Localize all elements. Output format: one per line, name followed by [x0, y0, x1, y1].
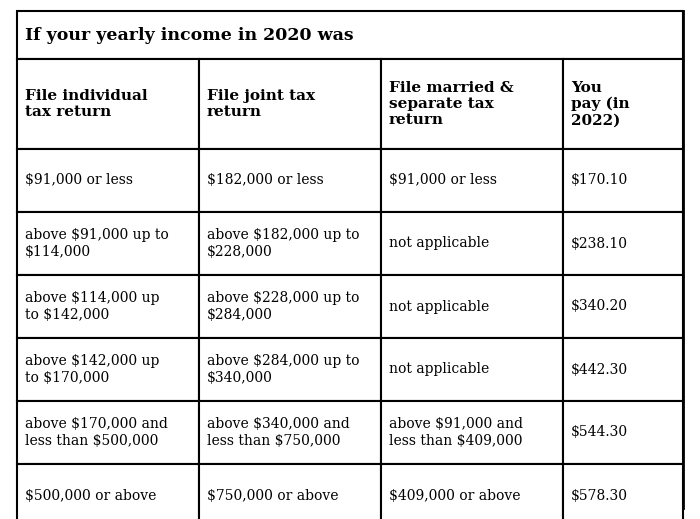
Text: You
pay (in
2022): You pay (in 2022)	[571, 80, 629, 128]
Bar	[381, 59, 563, 149]
Bar	[381, 275, 563, 338]
Bar	[563, 149, 683, 212]
Text: $442.30: $442.30	[571, 362, 628, 376]
Bar	[17, 59, 199, 149]
Bar	[199, 401, 381, 464]
Text: If your yearly income in 2020 was: If your yearly income in 2020 was	[25, 26, 354, 44]
Text: not applicable: not applicable	[389, 237, 489, 251]
Bar	[381, 464, 563, 519]
Text: $91,000 or less: $91,000 or less	[25, 173, 133, 187]
Text: above $91,000 and
less than $409,000: above $91,000 and less than $409,000	[389, 417, 523, 447]
Text: above $340,000 and
less than $750,000: above $340,000 and less than $750,000	[207, 417, 350, 447]
Bar	[17, 401, 199, 464]
Bar	[381, 338, 563, 401]
Text: File joint tax
return: File joint tax return	[207, 89, 315, 119]
Bar	[563, 401, 683, 464]
Bar	[563, 464, 683, 519]
Text: File married &
separate tax
return: File married & separate tax return	[389, 81, 514, 127]
Bar	[563, 338, 683, 401]
Text: $238.10: $238.10	[571, 237, 628, 251]
Bar	[199, 338, 381, 401]
Bar	[199, 59, 381, 149]
Text: above $182,000 up to
$228,000: above $182,000 up to $228,000	[207, 228, 360, 258]
Text: not applicable: not applicable	[389, 299, 489, 313]
Text: $750,000 or above: $750,000 or above	[207, 488, 339, 502]
Bar	[17, 464, 199, 519]
Bar	[381, 401, 563, 464]
Text: $578.30: $578.30	[571, 488, 628, 502]
Text: $340.20: $340.20	[571, 299, 628, 313]
Bar	[199, 149, 381, 212]
Text: above $91,000 up to
$114,000: above $91,000 up to $114,000	[25, 228, 169, 258]
Text: above $228,000 up to
$284,000: above $228,000 up to $284,000	[207, 291, 359, 322]
Bar	[381, 212, 563, 275]
Text: above $142,000 up
to $170,000: above $142,000 up to $170,000	[25, 354, 160, 385]
Text: $500,000 or above: $500,000 or above	[25, 488, 156, 502]
Bar	[381, 149, 563, 212]
Text: $182,000 or less: $182,000 or less	[207, 173, 323, 187]
Bar	[17, 149, 199, 212]
Text: $91,000 or less: $91,000 or less	[389, 173, 497, 187]
Bar	[199, 275, 381, 338]
Bar	[199, 464, 381, 519]
Text: above $114,000 up
to $142,000: above $114,000 up to $142,000	[25, 291, 160, 322]
Bar	[17, 338, 199, 401]
Bar	[563, 212, 683, 275]
Text: not applicable: not applicable	[389, 362, 489, 376]
Text: $544.30: $544.30	[571, 426, 628, 440]
Text: above $284,000 up to
$340,000: above $284,000 up to $340,000	[207, 354, 360, 385]
Text: File individual
tax return: File individual tax return	[25, 89, 148, 119]
Bar	[17, 212, 199, 275]
Text: above $170,000 and
less than $500,000: above $170,000 and less than $500,000	[25, 417, 168, 447]
Bar	[17, 275, 199, 338]
Bar	[563, 59, 683, 149]
Bar	[563, 275, 683, 338]
Bar	[17, 11, 683, 59]
Bar	[199, 212, 381, 275]
Text: $409,000 or above: $409,000 or above	[389, 488, 521, 502]
Text: $170.10: $170.10	[571, 173, 629, 187]
